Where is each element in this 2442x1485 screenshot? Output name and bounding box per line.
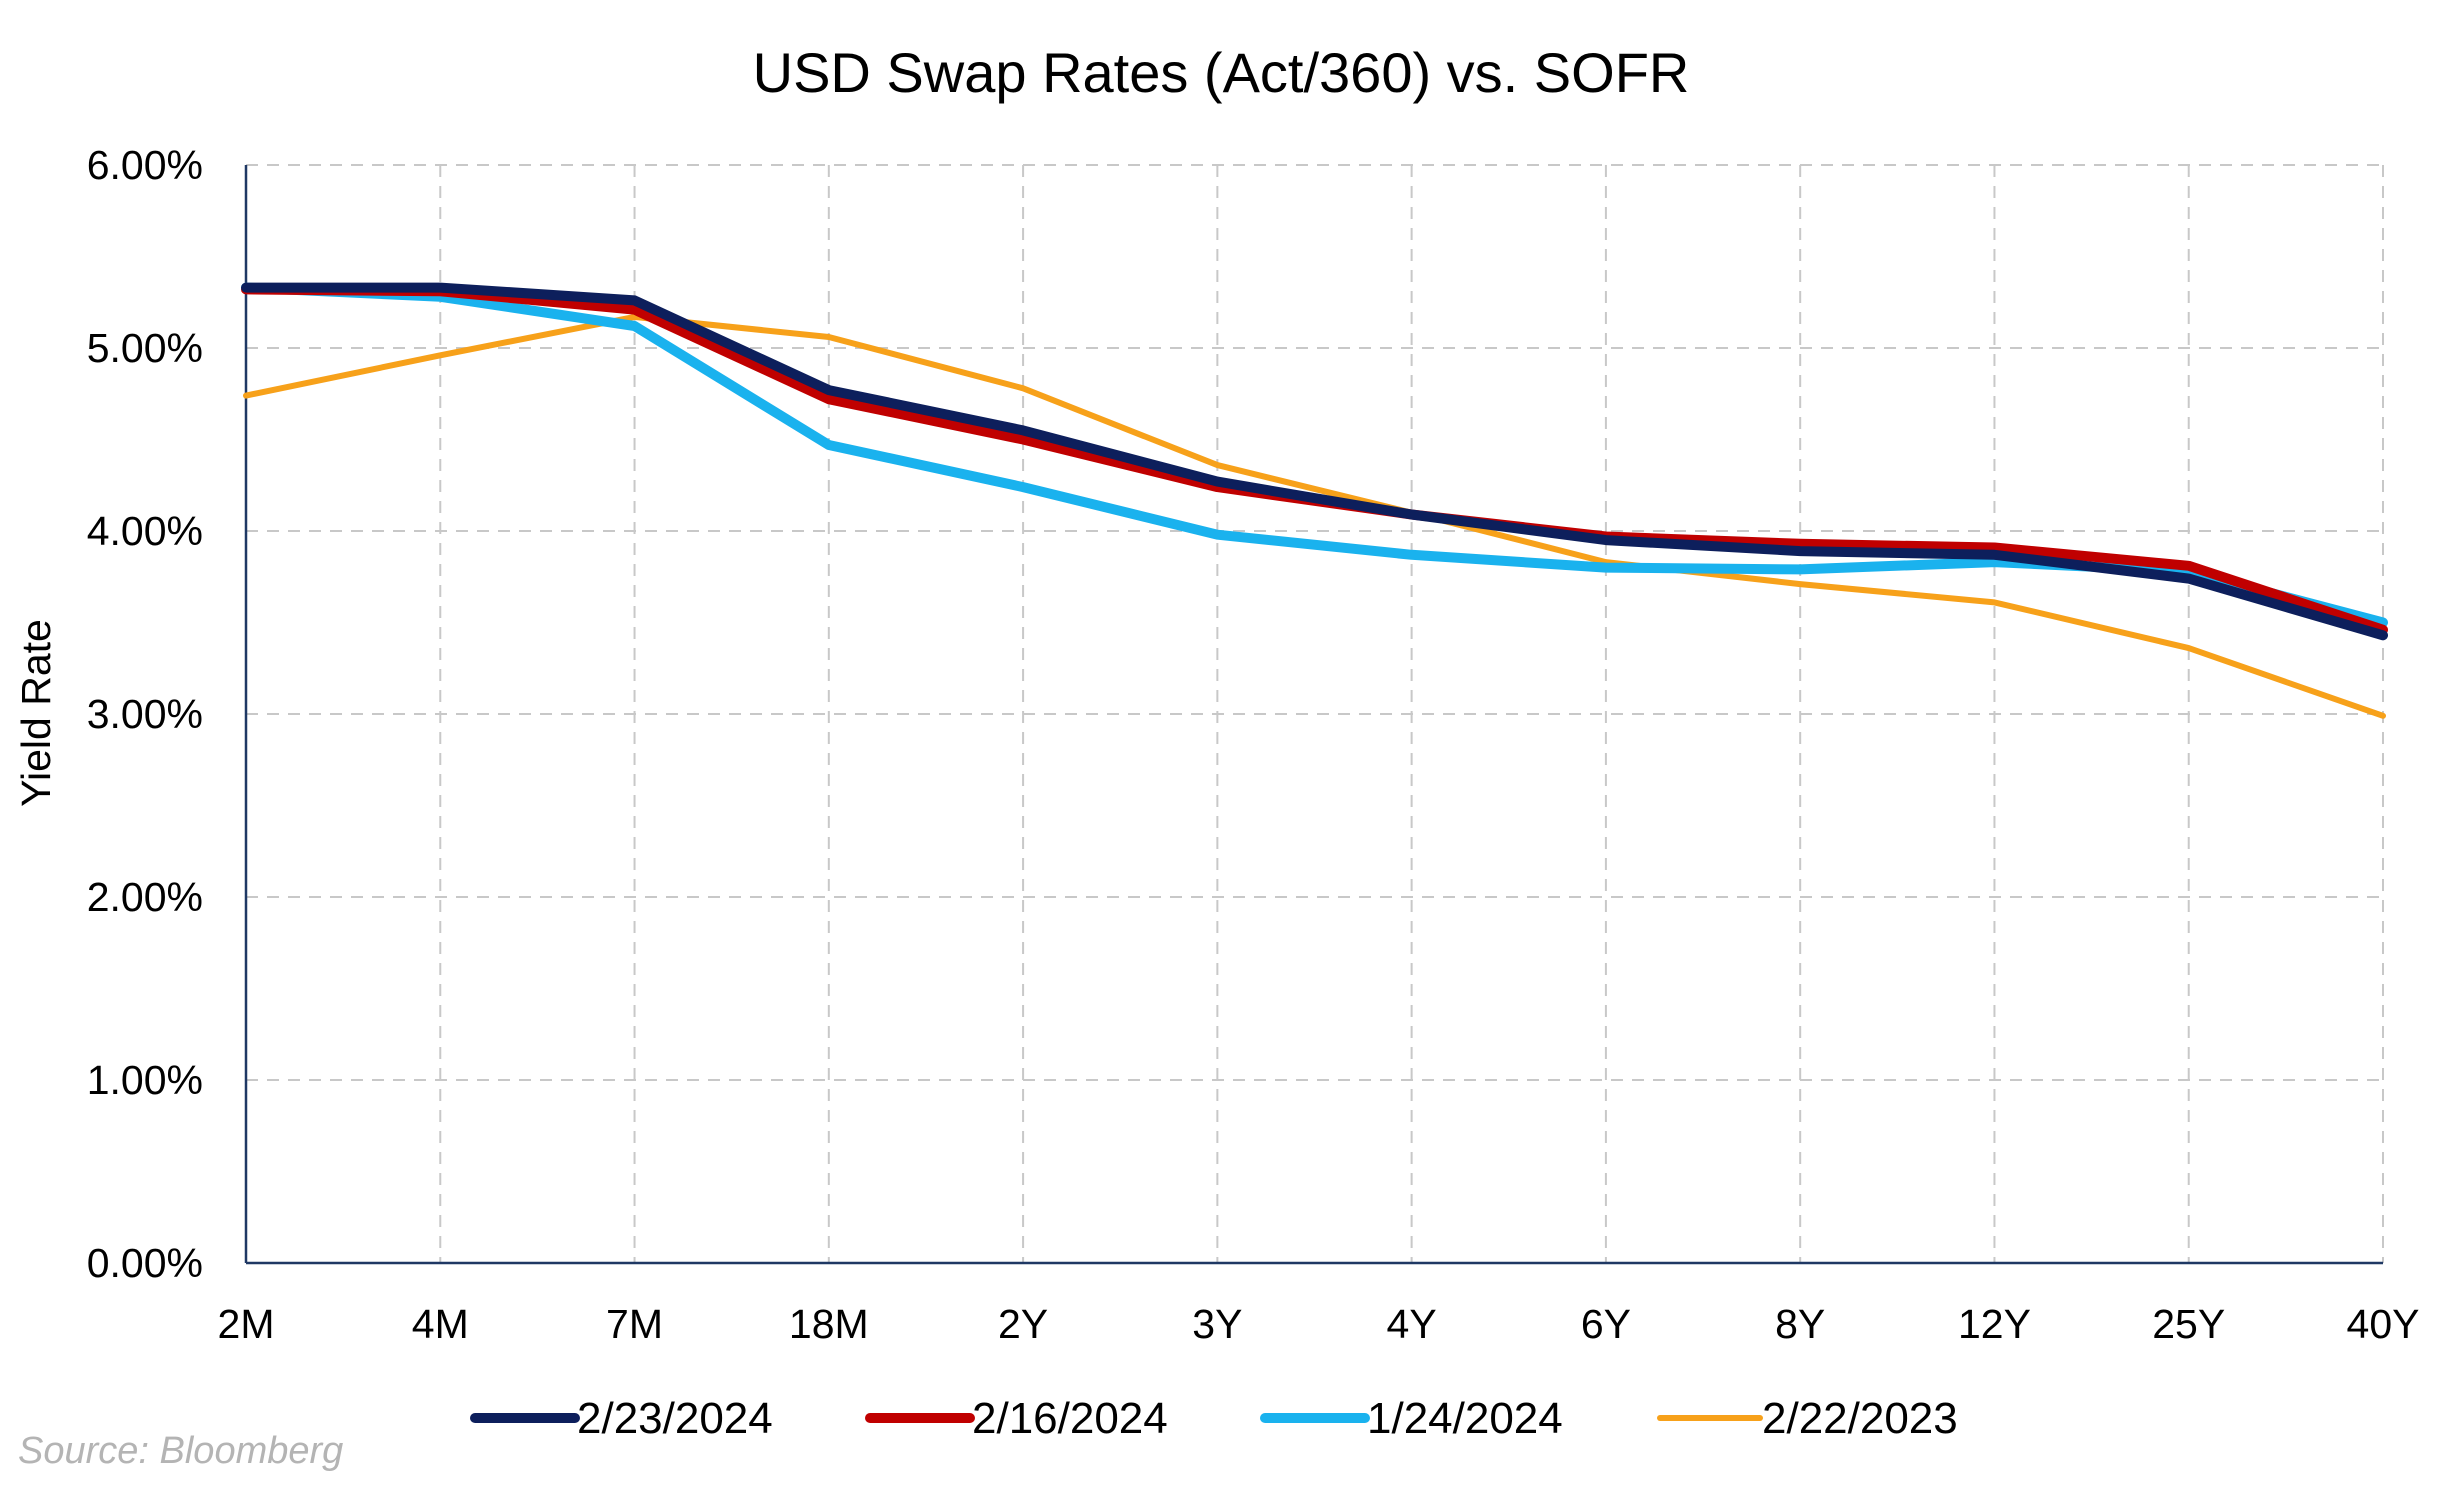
source-note: Source: Bloomberg <box>18 1430 343 1472</box>
legend-label: 2/22/2023 <box>1762 1394 1958 1443</box>
x-tick-label: 8Y <box>1775 1301 1825 1347</box>
x-tick-label: 18M <box>789 1301 869 1347</box>
series-lines <box>241 282 2388 719</box>
x-tick-label: 6Y <box>1581 1301 1631 1347</box>
x-tick-label: 4Y <box>1387 1301 1437 1347</box>
x-tick-label: 2M <box>218 1301 275 1347</box>
chart-title: USD Swap Rates (Act/360) vs. SOFR <box>753 41 1690 104</box>
series-line-2-16-2024 <box>241 284 2388 635</box>
legend: 2/23/2024 2/16/2024 1/24/2024 2/22/2023 <box>470 1394 1958 1443</box>
x-tick-label: 3Y <box>1192 1301 1242 1347</box>
y-tick-label: 5.00% <box>87 325 203 371</box>
x-tick-labels: 2M 4M 7M 18M 2Y 3Y 4Y 6Y 8Y 12Y 25Y 40Y <box>218 1301 2420 1347</box>
x-tick-label: 40Y <box>2347 1301 2420 1347</box>
y-axis-label: Yield Rate <box>13 619 59 807</box>
y-tick-label: 6.00% <box>87 142 203 188</box>
x-tick-label: 2Y <box>998 1301 1048 1347</box>
y-tick-labels: 0.00% 1.00% 2.00% 3.00% 4.00% 5.00% 6.00% <box>87 142 203 1286</box>
axes <box>244 165 2383 1265</box>
y-tick-label: 0.00% <box>87 1240 203 1286</box>
grid <box>246 164 2384 1263</box>
legend-label: 2/16/2024 <box>972 1394 1168 1443</box>
y-tick-label: 3.00% <box>87 691 203 737</box>
x-tick-label: 4M <box>412 1301 469 1347</box>
series-line-2-23-2024 <box>241 282 2388 641</box>
y-tick-label: 4.00% <box>87 508 203 554</box>
y-tick-label: 2.00% <box>87 874 203 920</box>
series-line-1-24-2024 <box>241 282 2388 628</box>
legend-label: 2/23/2024 <box>577 1394 773 1443</box>
x-tick-label: 12Y <box>1958 1301 2031 1347</box>
y-tick-label: 1.00% <box>87 1057 203 1103</box>
x-tick-label: 7M <box>606 1301 663 1347</box>
x-tick-label: 25Y <box>2152 1301 2225 1347</box>
legend-label: 1/24/2024 <box>1367 1394 1563 1443</box>
series-line-2-22-2023 <box>243 313 2386 719</box>
